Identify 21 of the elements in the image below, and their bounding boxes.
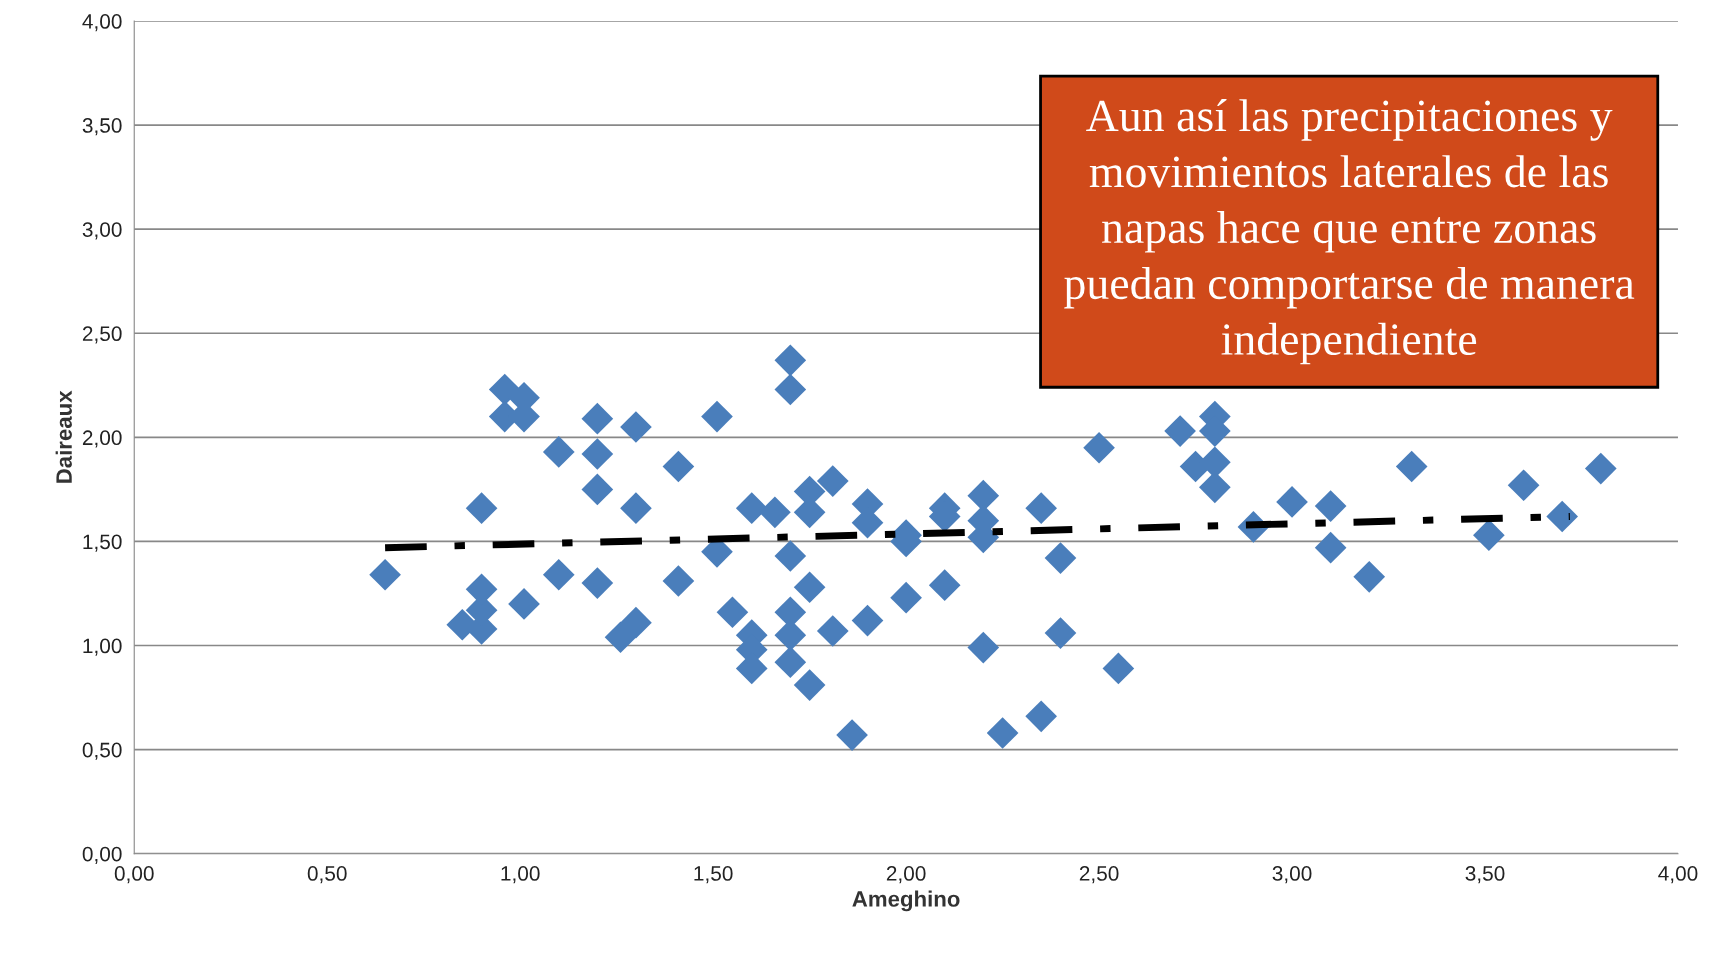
- x-tick-label: 4,00: [1658, 866, 1698, 884]
- y-tick-label: 3,50: [82, 118, 122, 136]
- y-tick-label: 2,50: [82, 326, 122, 344]
- y-tick-label: 4,00: [82, 14, 122, 32]
- y-axis-title: Daireaux: [55, 390, 72, 483]
- x-tick-label: 3,00: [1272, 866, 1312, 884]
- x-axis-title: Ameghino: [852, 890, 960, 912]
- x-tick-label: 2,50: [1079, 866, 1119, 884]
- y-tick-label: 2,00: [82, 430, 122, 448]
- x-tick-label: 2,00: [886, 866, 926, 884]
- y-tick-label: 1,50: [83, 534, 122, 552]
- y-tick-label: 0,00: [82, 846, 122, 864]
- x-tick-label: 3,50: [1465, 866, 1505, 884]
- annotation: Aun así las precipitaciones y movimientos laterales de las napas hace que entre zonas puedan comportarse de manera independiente: [1064, 99, 1635, 365]
- x-tick-label: 0,00: [114, 866, 154, 884]
- y-tick-label: 0,50: [82, 742, 122, 760]
- y-tick-label: 3,00: [82, 222, 122, 240]
- x-tick-label: 0,50: [307, 866, 347, 884]
- x-tick-label: 1,00: [501, 866, 540, 884]
- x-tick-label: 1,50: [694, 866, 733, 884]
- y-tick-label: 1,00: [83, 638, 122, 656]
